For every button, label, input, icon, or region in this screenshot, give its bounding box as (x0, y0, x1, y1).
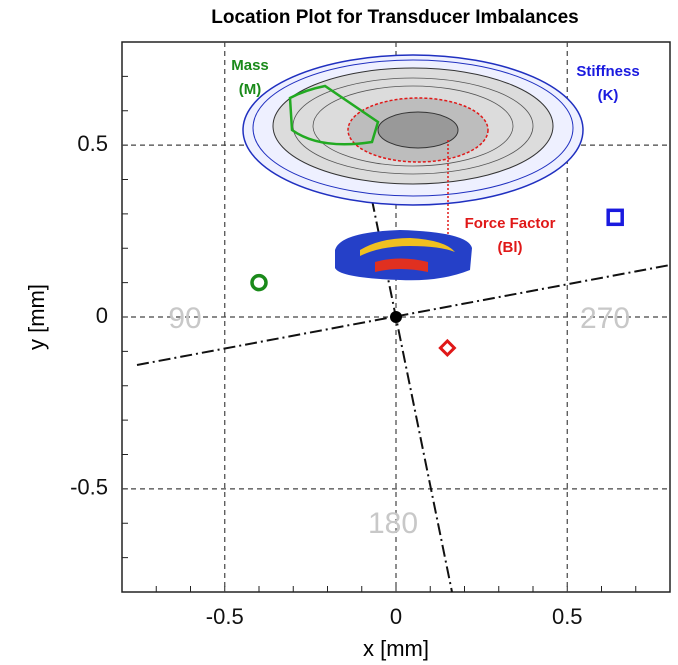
annotation: Force Factor (465, 215, 556, 232)
annotation: 270 (580, 302, 630, 335)
motor-illustration (335, 230, 472, 280)
annotation: Mass (231, 57, 269, 74)
y-axis-label: y [mm] (24, 284, 49, 350)
annotation: 180 (368, 507, 418, 540)
annotation: Stiffness (576, 63, 639, 80)
y-tick-label: 0 (96, 303, 108, 328)
x-axis-label: x [mm] (363, 636, 429, 661)
x-tick-label: 0.5 (552, 604, 583, 629)
point (390, 311, 402, 323)
y-tick-label: 0.5 (77, 131, 108, 156)
x-tick-label: 0 (390, 604, 402, 629)
chart-title: Location Plot for Transducer Imbalances (211, 7, 578, 28)
annotation: (M) (239, 81, 262, 98)
y-tick-label: -0.5 (70, 475, 108, 500)
x-tick-label: -0.5 (206, 604, 244, 629)
annotation: (K) (598, 87, 619, 104)
annotation: 90 (168, 302, 201, 335)
chart: Location Plot for Transducer Imbalances … (0, 0, 678, 665)
annotation: (Bl) (498, 239, 523, 256)
